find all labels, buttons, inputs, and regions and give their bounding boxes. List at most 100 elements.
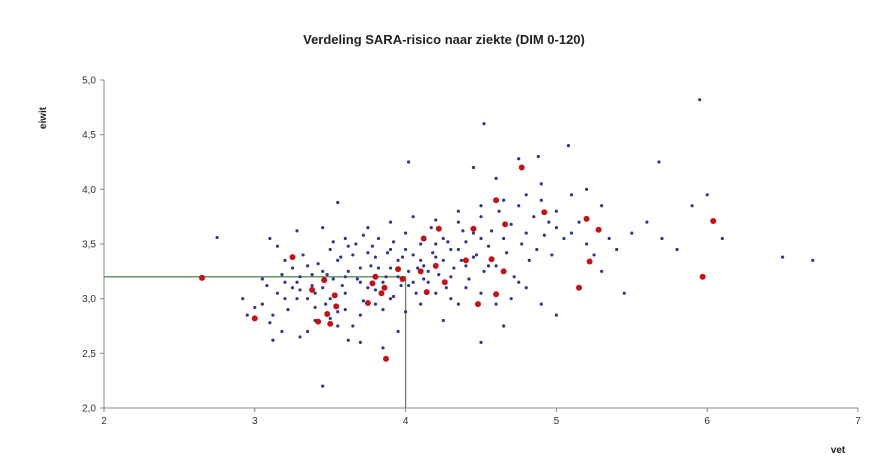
data-point (699, 273, 706, 280)
data-point (361, 299, 365, 303)
x-tick-label: 5 (554, 416, 560, 427)
data-point (486, 244, 491, 248)
data-point (464, 240, 468, 244)
chart-title: Verdeling SARA-risico naar ziekte (DIM 0… (303, 32, 585, 47)
data-point (388, 266, 393, 270)
data-point (283, 280, 287, 284)
data-point (456, 209, 460, 213)
data-point (376, 236, 381, 241)
data-point (396, 258, 400, 262)
data-point (419, 302, 423, 306)
data-point (305, 297, 310, 301)
data-point (283, 297, 287, 301)
data-point (331, 240, 335, 244)
data-point (268, 236, 272, 241)
data-point (328, 316, 332, 320)
data-point (361, 233, 365, 237)
data-point (275, 244, 280, 248)
data-point (396, 275, 400, 279)
data-point (325, 273, 329, 277)
data-point (535, 247, 539, 252)
y-tick-label: 2,0 (82, 404, 96, 415)
data-point (645, 220, 649, 224)
x-tick-label: 7 (855, 416, 861, 427)
data-point (400, 255, 405, 259)
data-point (456, 247, 460, 252)
data-point (562, 236, 566, 241)
data-point (464, 264, 468, 268)
data-point (781, 255, 785, 259)
y-tick-label: 2,5 (82, 349, 96, 360)
data-point (592, 253, 596, 257)
data-point (419, 242, 423, 246)
data-point (474, 301, 481, 308)
data-point (373, 302, 378, 306)
data-point (327, 320, 334, 327)
data-point (464, 286, 468, 290)
data-point (316, 262, 320, 266)
data-point (336, 258, 340, 262)
data-point (268, 321, 272, 325)
data-point (630, 231, 634, 235)
data-point (493, 291, 500, 298)
data-point (493, 197, 500, 204)
data-point (298, 275, 302, 279)
data-point (407, 269, 411, 273)
data-point (419, 258, 423, 262)
data-point (432, 262, 439, 269)
data-point (310, 283, 314, 288)
data-point (532, 215, 536, 219)
data-point (494, 176, 498, 180)
data-point (411, 280, 415, 284)
data-point (441, 258, 445, 262)
y-tick-label: 4,5 (82, 130, 96, 141)
data-point (280, 329, 284, 334)
data-point (388, 220, 393, 224)
data-point (811, 258, 815, 262)
data-point (388, 247, 393, 252)
data-point (518, 164, 525, 171)
data-point (260, 277, 264, 281)
data-point (298, 335, 302, 339)
data-point (479, 340, 483, 344)
data-point (423, 289, 430, 296)
data-point (381, 308, 385, 312)
axes: 2 3 4 5 6 7 2,0 2,5 3,0 3,5 4,0 4,5 5,0 (82, 76, 861, 428)
data-point (343, 291, 347, 295)
data-point (657, 160, 661, 164)
data-point (336, 310, 340, 314)
data-point (301, 253, 305, 257)
data-point (720, 236, 724, 241)
data-point (441, 279, 448, 286)
y-tick-label: 5,0 (82, 76, 96, 87)
data-point (411, 215, 415, 219)
y-tick-label: 3,0 (82, 294, 96, 305)
data-point (366, 251, 370, 255)
data-point (280, 273, 284, 277)
data-point (474, 253, 479, 257)
data-point (399, 283, 403, 288)
data-point (595, 226, 602, 233)
data-point (366, 226, 370, 230)
data-point (381, 284, 388, 291)
data-point (520, 242, 524, 246)
data-point (321, 226, 325, 230)
data-point (366, 286, 370, 290)
data-point (462, 257, 469, 264)
data-point (339, 255, 343, 259)
data-point (245, 313, 249, 317)
data-point (358, 340, 362, 344)
data-point (370, 244, 375, 248)
data-point (358, 266, 362, 270)
data-point (524, 231, 528, 235)
data-point (372, 273, 379, 280)
data-point (494, 302, 498, 306)
data-point (690, 204, 694, 208)
data-point (382, 355, 389, 362)
data-point (512, 275, 516, 279)
data-point (539, 198, 543, 202)
data-point (309, 286, 316, 293)
data-point (271, 313, 275, 317)
x-tick-label: 6 (704, 416, 710, 427)
